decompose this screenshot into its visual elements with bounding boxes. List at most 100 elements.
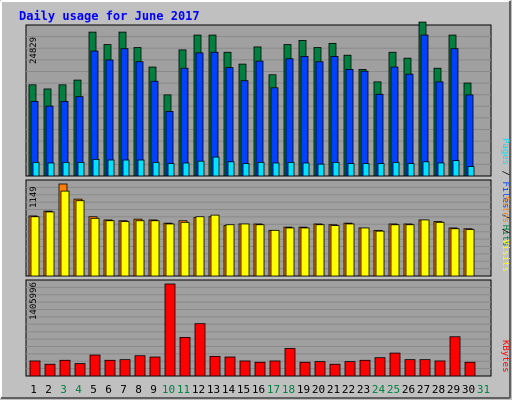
legend-entry: Pages [500,138,510,165]
kbytes-bar [134,355,146,377]
pages-bar [377,163,385,177]
x-tick-label: 26 [402,383,415,396]
kbytes-bar [299,361,311,377]
kbytes-bar [194,323,206,377]
visits-bar [345,223,355,277]
kbytes-bar [449,336,461,377]
x-tick-label: 31 [477,383,490,396]
kbytes-bar [464,361,476,377]
kbytes-bar [404,359,416,377]
kbytes-bar [239,360,251,377]
visits-bar [195,216,205,277]
legend-entry: Visits [500,239,510,272]
files-bar [345,69,354,177]
pages-bar [317,163,325,177]
legend-entry: / [500,223,510,239]
x-tick-label: 13 [207,383,220,396]
files-bar [255,60,264,177]
kbytes-bar [179,336,191,377]
files-bar [285,58,294,177]
kbytes-bar [74,363,86,377]
files-bar [120,48,129,177]
pages-bar [62,161,70,177]
files-bar [240,80,249,177]
files-bar [435,81,444,177]
pages-bar [212,156,220,177]
y-max-label-top: 24829 [29,37,39,64]
kbytes-bar [89,354,101,377]
kbytes-bar [269,360,281,377]
x-tick-label: 24 [372,383,386,396]
files-bar [195,52,204,177]
pages-bar [347,163,355,177]
pages-bar [287,161,295,177]
x-tick-label: 4 [75,383,82,396]
files-bar [105,59,114,177]
visits-bar [405,224,415,277]
files-bar [420,34,429,177]
x-tick-label: 16 [252,383,265,396]
x-tick-label: 23 [357,383,370,396]
legend-top: Pages / Files / Hits [500,138,510,246]
visits-bar [120,221,130,277]
x-tick-label: 28 [432,383,445,396]
pages-bar [137,159,145,177]
legend-entry: Hits [500,225,510,247]
kbytes-bar [164,283,176,377]
pages-bar [257,161,265,177]
visits-bar [30,216,40,277]
files-bar [465,94,474,177]
visits-bar [210,214,220,277]
legend-bottom: KBytes [500,340,510,373]
pages-bar [92,159,100,177]
y-max-label-mid: 1149 [29,186,39,208]
pages-bar [302,162,310,177]
files-bar [390,66,399,177]
kbytes-bar [419,359,431,377]
pages-bar [167,163,175,177]
kbytes-bar [224,356,236,377]
pages-bar [152,161,160,177]
kbytes-bar [104,359,116,377]
visits-bar [270,229,280,277]
visits-bar [360,227,370,277]
chart-title: Daily usage for June 2017 [19,9,200,23]
y-max-label-bottom: 1405996 [29,282,39,320]
pages-bar [47,162,55,177]
kbytes-bar [119,359,131,377]
visits-bar [315,224,325,277]
x-tick-label: 8 [135,383,142,396]
x-tick-label: 17 [267,383,280,396]
x-tick-label: 14 [222,383,236,396]
visits-bar [75,200,85,277]
legend-entry: Files [500,181,510,208]
kbytes-bar [284,348,296,377]
pages-bar [242,163,250,177]
visits-bar [300,227,310,277]
pages-bar [422,161,430,177]
files-bar [360,70,369,177]
pages-bar [272,162,280,177]
panel-sites-visits [25,179,492,277]
x-tick-label: 12 [192,383,205,396]
files-bar [135,61,144,177]
visits-bar [165,223,175,277]
files-bar [330,56,339,177]
visits-bar [225,224,235,277]
pages-bar [362,163,370,177]
x-tick-label: 27 [417,383,430,396]
kbytes-bar [314,361,326,377]
kbytes-bar [344,361,356,377]
x-tick-label: 5 [90,383,97,396]
x-tick-label: 9 [150,383,157,396]
kbytes-bar [329,363,341,377]
pages-bar [122,159,130,177]
visits-bar [180,221,190,277]
visits-bar [375,230,385,277]
x-tick-label: 29 [447,383,460,396]
visits-bar [135,220,145,277]
legend-entry: / [500,165,510,181]
legend-mid: Sites / Visits [500,196,510,272]
